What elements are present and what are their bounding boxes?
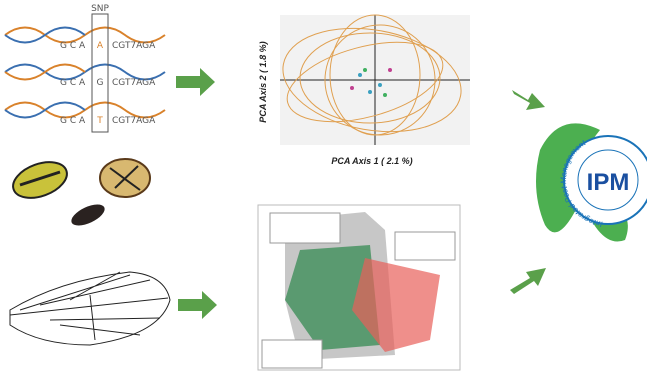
pca-y-axis-label: PCA Axis 2 ( 1.8 %) [258,41,268,122]
dna-snp: T [96,116,103,126]
dna-left: G C A [60,116,86,126]
snp-box [91,13,109,133]
helix [4,26,166,119]
morphometric-plot [257,204,461,371]
dna-right: CGT7AGA [112,78,156,88]
insects [12,158,151,226]
pca-plot: PCA Axis 2 ( 1.8 %) PCA Axis 1 ( 2.1 %) [258,14,470,166]
arrows [176,68,546,319]
dna-left: G C A [60,41,86,51]
pca-x-axis-label: PCA Axis 1 ( 2.1 %) [331,156,412,166]
dna-snp: G [97,78,104,88]
dna-panel: SNP G C A A CGT7AGA G C A G CGT7AGA G C … [4,4,166,133]
dna-left: G C A [60,78,86,88]
ipm-acronym: IPM [587,169,630,196]
wing-venation [9,271,171,346]
dna-right: CGT7AGA [112,41,156,51]
snp-label: SNP [91,4,109,14]
dna-snp: A [97,41,104,51]
dna-right: CGT7AGA [112,116,156,126]
ipm-logo: Integrated Pest Management IPM [536,123,647,242]
